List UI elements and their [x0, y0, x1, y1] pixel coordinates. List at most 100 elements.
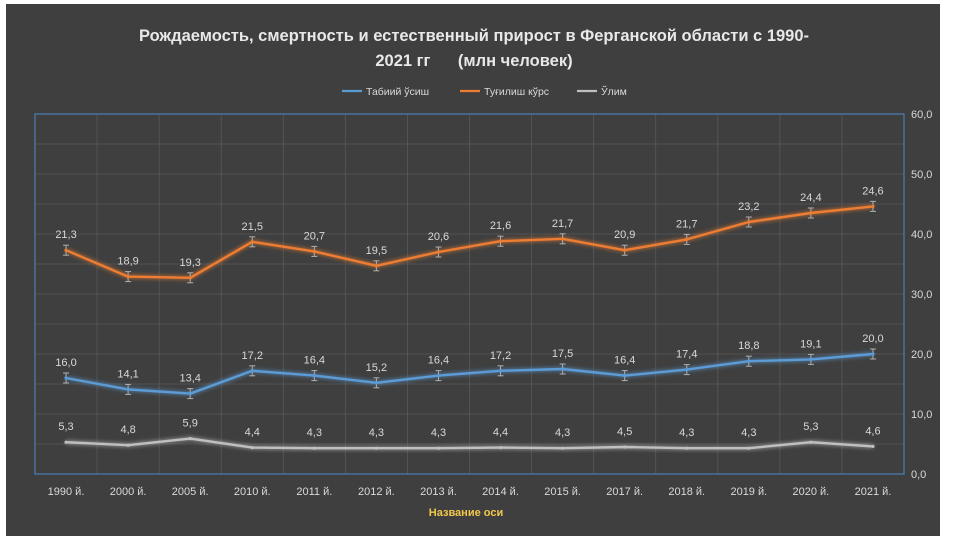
data-label: 21,7 — [552, 218, 573, 230]
data-label: 20,0 — [862, 333, 883, 345]
y-tick-label: 20,0 — [911, 349, 932, 361]
x-tick-label: 2012 й. — [358, 486, 395, 498]
data-point — [685, 368, 689, 372]
x-tick-label: 2011 й. — [296, 486, 332, 498]
x-tick-label: 2021 й. — [855, 486, 892, 498]
data-label: 18,8 — [738, 340, 759, 352]
data-label: 16,4 — [428, 355, 449, 367]
data-label: 4,8 — [120, 424, 135, 436]
data-point — [374, 381, 378, 385]
data-point — [498, 369, 503, 373]
data-point — [436, 446, 441, 450]
legend: Табиий ўсиш Туғилиш кўрс Ўлим — [342, 85, 627, 98]
data-point — [498, 446, 503, 450]
chart-area: Рождаемость, смертность и естественный п… — [6, 4, 940, 536]
x-tick-label: 2005 й. — [172, 486, 209, 498]
data-point — [685, 237, 689, 241]
data-point — [436, 250, 441, 254]
data-label: 19,3 — [179, 257, 200, 269]
chart-title-line2: 2021 гг (млн человек) — [375, 52, 572, 70]
data-point — [623, 248, 627, 252]
data-label: 23,2 — [738, 201, 759, 213]
data-label: 4,3 — [555, 427, 570, 439]
y-tick-label: 30,0 — [911, 289, 932, 301]
x-tick-label: 2018 й. — [668, 486, 705, 498]
data-label: 4,3 — [369, 427, 384, 439]
data-point — [126, 387, 130, 391]
data-point — [561, 237, 565, 241]
data-label: 4,3 — [741, 427, 756, 439]
data-point — [64, 376, 68, 380]
data-label: 17,2 — [490, 350, 511, 362]
data-point — [250, 369, 254, 373]
data-point — [871, 204, 875, 208]
data-point — [250, 240, 254, 244]
plot-area: 0,0 10,0 20,0 30,0 40,0 50,0 60,0 1990 й. 2000 й… — [34, 109, 932, 498]
x-tick-label: 2017 й. — [606, 486, 643, 498]
data-label: 5,3 — [58, 421, 73, 433]
data-label: 14,1 — [117, 368, 138, 380]
x-tick-label: 2015 й. — [544, 486, 581, 498]
data-point — [747, 359, 751, 363]
chart-title-line1: Рождаемость, смертность и естественный п… — [139, 27, 809, 45]
data-point — [250, 446, 254, 450]
data-label: 17,2 — [242, 350, 263, 362]
data-label: 18,9 — [117, 256, 138, 268]
series-line-0 — [65, 352, 874, 395]
data-label: 16,4 — [304, 355, 325, 367]
data-label: 15,2 — [366, 362, 387, 374]
data-point — [374, 264, 378, 268]
data-label: 24,6 — [862, 185, 883, 197]
data-label: 20,6 — [428, 231, 449, 243]
data-label: 19,1 — [800, 338, 821, 350]
data-label: 21,6 — [490, 220, 511, 232]
data-point — [561, 367, 565, 371]
data-point — [188, 392, 192, 396]
series-line-1 — [65, 205, 874, 279]
data-label: 5,3 — [803, 421, 818, 433]
data-label: 4,4 — [493, 427, 508, 439]
data-label: 16,0 — [55, 357, 76, 369]
data-point — [871, 352, 875, 356]
data-point — [561, 446, 565, 450]
data-point — [685, 446, 689, 450]
legend-label-0: Табиий ўсиш — [366, 86, 429, 98]
data-point — [188, 276, 192, 280]
x-tick-label: 2020 й. — [793, 486, 830, 498]
data-label: 13,4 — [179, 373, 200, 385]
x-tick-label: 1990 й. — [48, 486, 85, 498]
series-line-2 — [65, 437, 874, 450]
chart-svg: Рождаемость, смертность и естественный п… — [34, 27, 932, 519]
y-tick-label: 10,0 — [911, 409, 932, 421]
legend-label-1: Туғилиш кўрс — [484, 86, 549, 98]
data-point — [498, 239, 503, 243]
data-label: 16,4 — [614, 355, 635, 367]
data-label: 19,5 — [366, 245, 387, 257]
data-label: 21,7 — [676, 218, 697, 230]
data-point — [809, 440, 813, 444]
data-label: 4,3 — [679, 427, 694, 439]
data-label: 17,5 — [552, 348, 573, 360]
x-tick-label: 2000 й. — [110, 486, 147, 498]
data-point — [312, 374, 316, 378]
y-tick-label: 0,0 — [911, 469, 926, 481]
data-label: 20,7 — [304, 230, 325, 242]
data-point — [436, 374, 441, 378]
y-tick-label: 60,0 — [911, 109, 932, 121]
x-tick-label: 2019 й. — [730, 486, 767, 498]
data-point — [809, 211, 813, 215]
data-label: 4,4 — [245, 427, 260, 439]
data-point — [747, 446, 751, 450]
data-point — [188, 437, 192, 441]
data-point — [871, 444, 875, 448]
data-label: 4,3 — [307, 427, 322, 439]
data-label: 20,9 — [614, 229, 635, 241]
data-label: 21,5 — [242, 221, 263, 233]
data-label: 5,9 — [183, 418, 198, 430]
data-label: 4,5 — [617, 426, 632, 438]
data-label: 17,4 — [676, 349, 697, 361]
y-tick-label: 40,0 — [911, 229, 932, 241]
data-point — [809, 357, 813, 361]
plot-border — [34, 113, 905, 475]
